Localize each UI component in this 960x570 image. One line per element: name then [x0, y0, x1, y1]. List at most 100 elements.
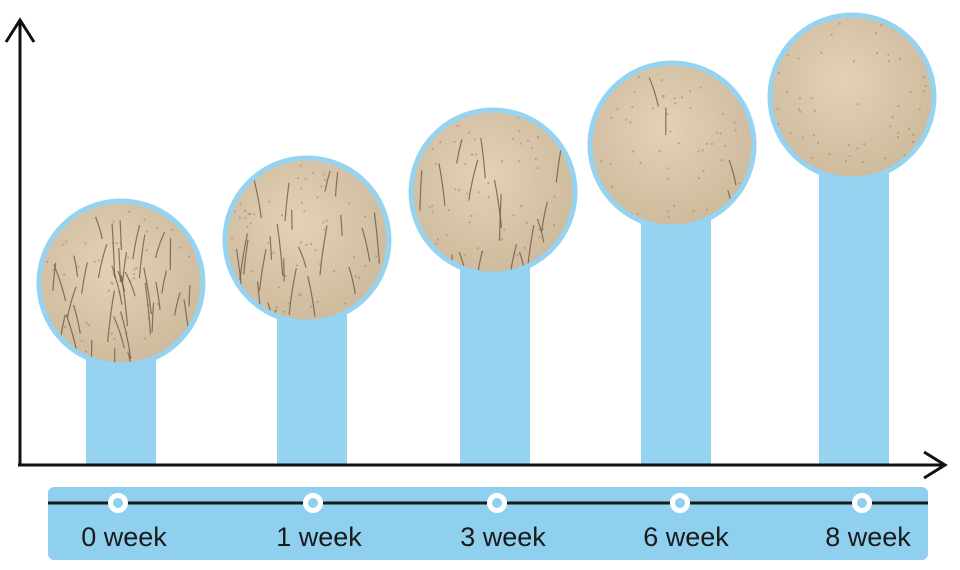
hair [143, 267, 152, 315]
pore [667, 167, 670, 170]
pore [887, 53, 890, 56]
pore [300, 187, 303, 190]
hair [111, 223, 116, 278]
pore [903, 154, 906, 157]
pore [65, 240, 68, 243]
pore [517, 116, 520, 119]
pore [625, 118, 628, 121]
hair [276, 223, 284, 276]
hair [324, 170, 331, 192]
pore [52, 268, 55, 271]
pore [600, 160, 603, 163]
pore [110, 281, 113, 284]
pore [297, 176, 300, 180]
pore [523, 246, 527, 249]
pore [464, 163, 467, 166]
pore [431, 147, 434, 150]
pore [616, 107, 619, 110]
pore [57, 210, 60, 213]
pore [364, 264, 367, 267]
hair [53, 264, 67, 302]
pore [660, 78, 663, 82]
hair [173, 292, 181, 316]
pore [667, 177, 670, 180]
hair [113, 316, 125, 349]
pore [880, 24, 883, 27]
pore [112, 220, 115, 223]
pore [80, 339, 83, 342]
pore [604, 201, 608, 204]
pore [87, 324, 90, 327]
pore [48, 230, 51, 233]
hair [456, 139, 463, 164]
timeline-dot-inner [675, 498, 685, 508]
pore [375, 255, 378, 258]
pore [267, 242, 270, 245]
pore [541, 263, 544, 266]
hair [728, 159, 737, 186]
pore [778, 149, 782, 152]
sample-ring [587, 60, 757, 230]
pore [611, 207, 614, 210]
pore [45, 260, 49, 264]
pore [282, 310, 286, 313]
pore [275, 306, 278, 309]
pore [861, 161, 864, 164]
pore [898, 57, 902, 60]
pore [658, 150, 661, 153]
hair [52, 262, 57, 291]
pore [697, 177, 701, 180]
pore [884, 157, 887, 160]
pore [609, 163, 612, 166]
pore [739, 200, 742, 203]
timeline-label: 8 week [825, 522, 911, 552]
pore [908, 27, 912, 31]
pore [559, 116, 562, 119]
pore [666, 112, 669, 115]
pore [733, 121, 736, 124]
pore [798, 97, 802, 100]
hair [541, 201, 548, 233]
pore [797, 57, 800, 60]
sample-ring [36, 198, 206, 368]
pore [487, 196, 490, 199]
pore [777, 71, 780, 75]
pore [280, 214, 284, 217]
timeline-label: 3 week [460, 522, 546, 552]
hair [518, 251, 527, 272]
hair [124, 271, 136, 297]
pore [897, 131, 900, 135]
pore [891, 116, 894, 119]
pore [501, 160, 504, 163]
pore [458, 189, 461, 192]
pore [810, 97, 813, 100]
pore [838, 22, 841, 25]
pore [724, 144, 727, 147]
pore [110, 332, 113, 335]
hair [151, 302, 155, 332]
hair [269, 236, 273, 260]
pore [463, 254, 466, 257]
pore [233, 210, 236, 213]
hair [334, 171, 339, 197]
pore [434, 242, 438, 245]
pore [820, 51, 823, 54]
pore [475, 153, 478, 156]
axes [4, 17, 948, 480]
hair [119, 220, 122, 251]
pore [145, 230, 148, 233]
pore [249, 222, 252, 225]
hair [493, 179, 503, 229]
hair [127, 351, 137, 363]
hair [132, 224, 141, 260]
pore [305, 243, 308, 246]
skin-sample [413, 112, 573, 272]
pore [518, 160, 521, 163]
pore [470, 153, 474, 156]
pore [715, 131, 718, 134]
pore [614, 71, 617, 74]
pore [62, 243, 65, 246]
timeline-dot-inner [113, 498, 123, 508]
pore [70, 354, 73, 357]
pore [677, 142, 680, 145]
